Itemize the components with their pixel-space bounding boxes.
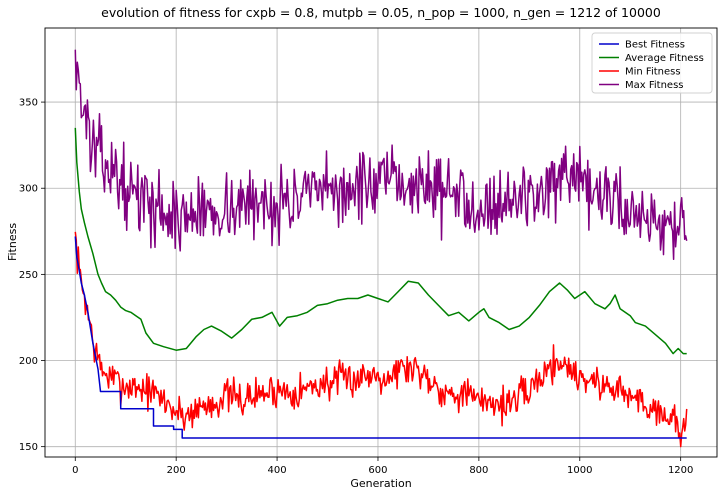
legend-box	[591, 32, 713, 94]
series-line-min-fitness	[74, 231, 688, 448]
x-tick-label: 800	[469, 465, 488, 476]
plot-frame	[44, 27, 718, 458]
x-axis-label: Generation	[350, 477, 411, 490]
legend-entry: Max Fitness	[625, 80, 684, 91]
legend-entry: Best Fitness	[625, 40, 685, 51]
chart-title: evolution of fitness for cxpb = 0.8, mut…	[101, 5, 661, 20]
legend-entry: Average Fitness	[625, 53, 704, 64]
x-axis-ticks: 0 200 400 600 800 1000 1200	[72, 457, 693, 476]
series-lines	[74, 49, 688, 448]
x-tick-label: 1200	[668, 465, 693, 476]
x-tick-label: 1000	[567, 465, 592, 476]
x-tick-label: 200	[167, 465, 186, 476]
series-line-best-fitness	[74, 236, 687, 439]
y-axis-label: Fitness	[6, 223, 19, 261]
x-tick-label: 600	[368, 465, 387, 476]
legend-entry: Min Fitness	[625, 67, 681, 78]
series-line-max-fitness	[74, 49, 688, 261]
y-tick-label: 350	[19, 98, 38, 109]
y-tick-label: 150	[19, 442, 38, 453]
x-tick-label: 0	[72, 465, 78, 476]
x-tick-label: 400	[268, 465, 287, 476]
y-tick-label: 200	[19, 356, 38, 367]
y-tick-label: 250	[19, 270, 38, 281]
y-tick-label: 300	[19, 184, 38, 195]
legend: Best Fitness Average Fitness Min Fitness Ma…	[591, 32, 713, 94]
y-axis-ticks: 150 200 250 300 350	[19, 98, 45, 453]
series-line-average-fitness	[74, 127, 687, 355]
